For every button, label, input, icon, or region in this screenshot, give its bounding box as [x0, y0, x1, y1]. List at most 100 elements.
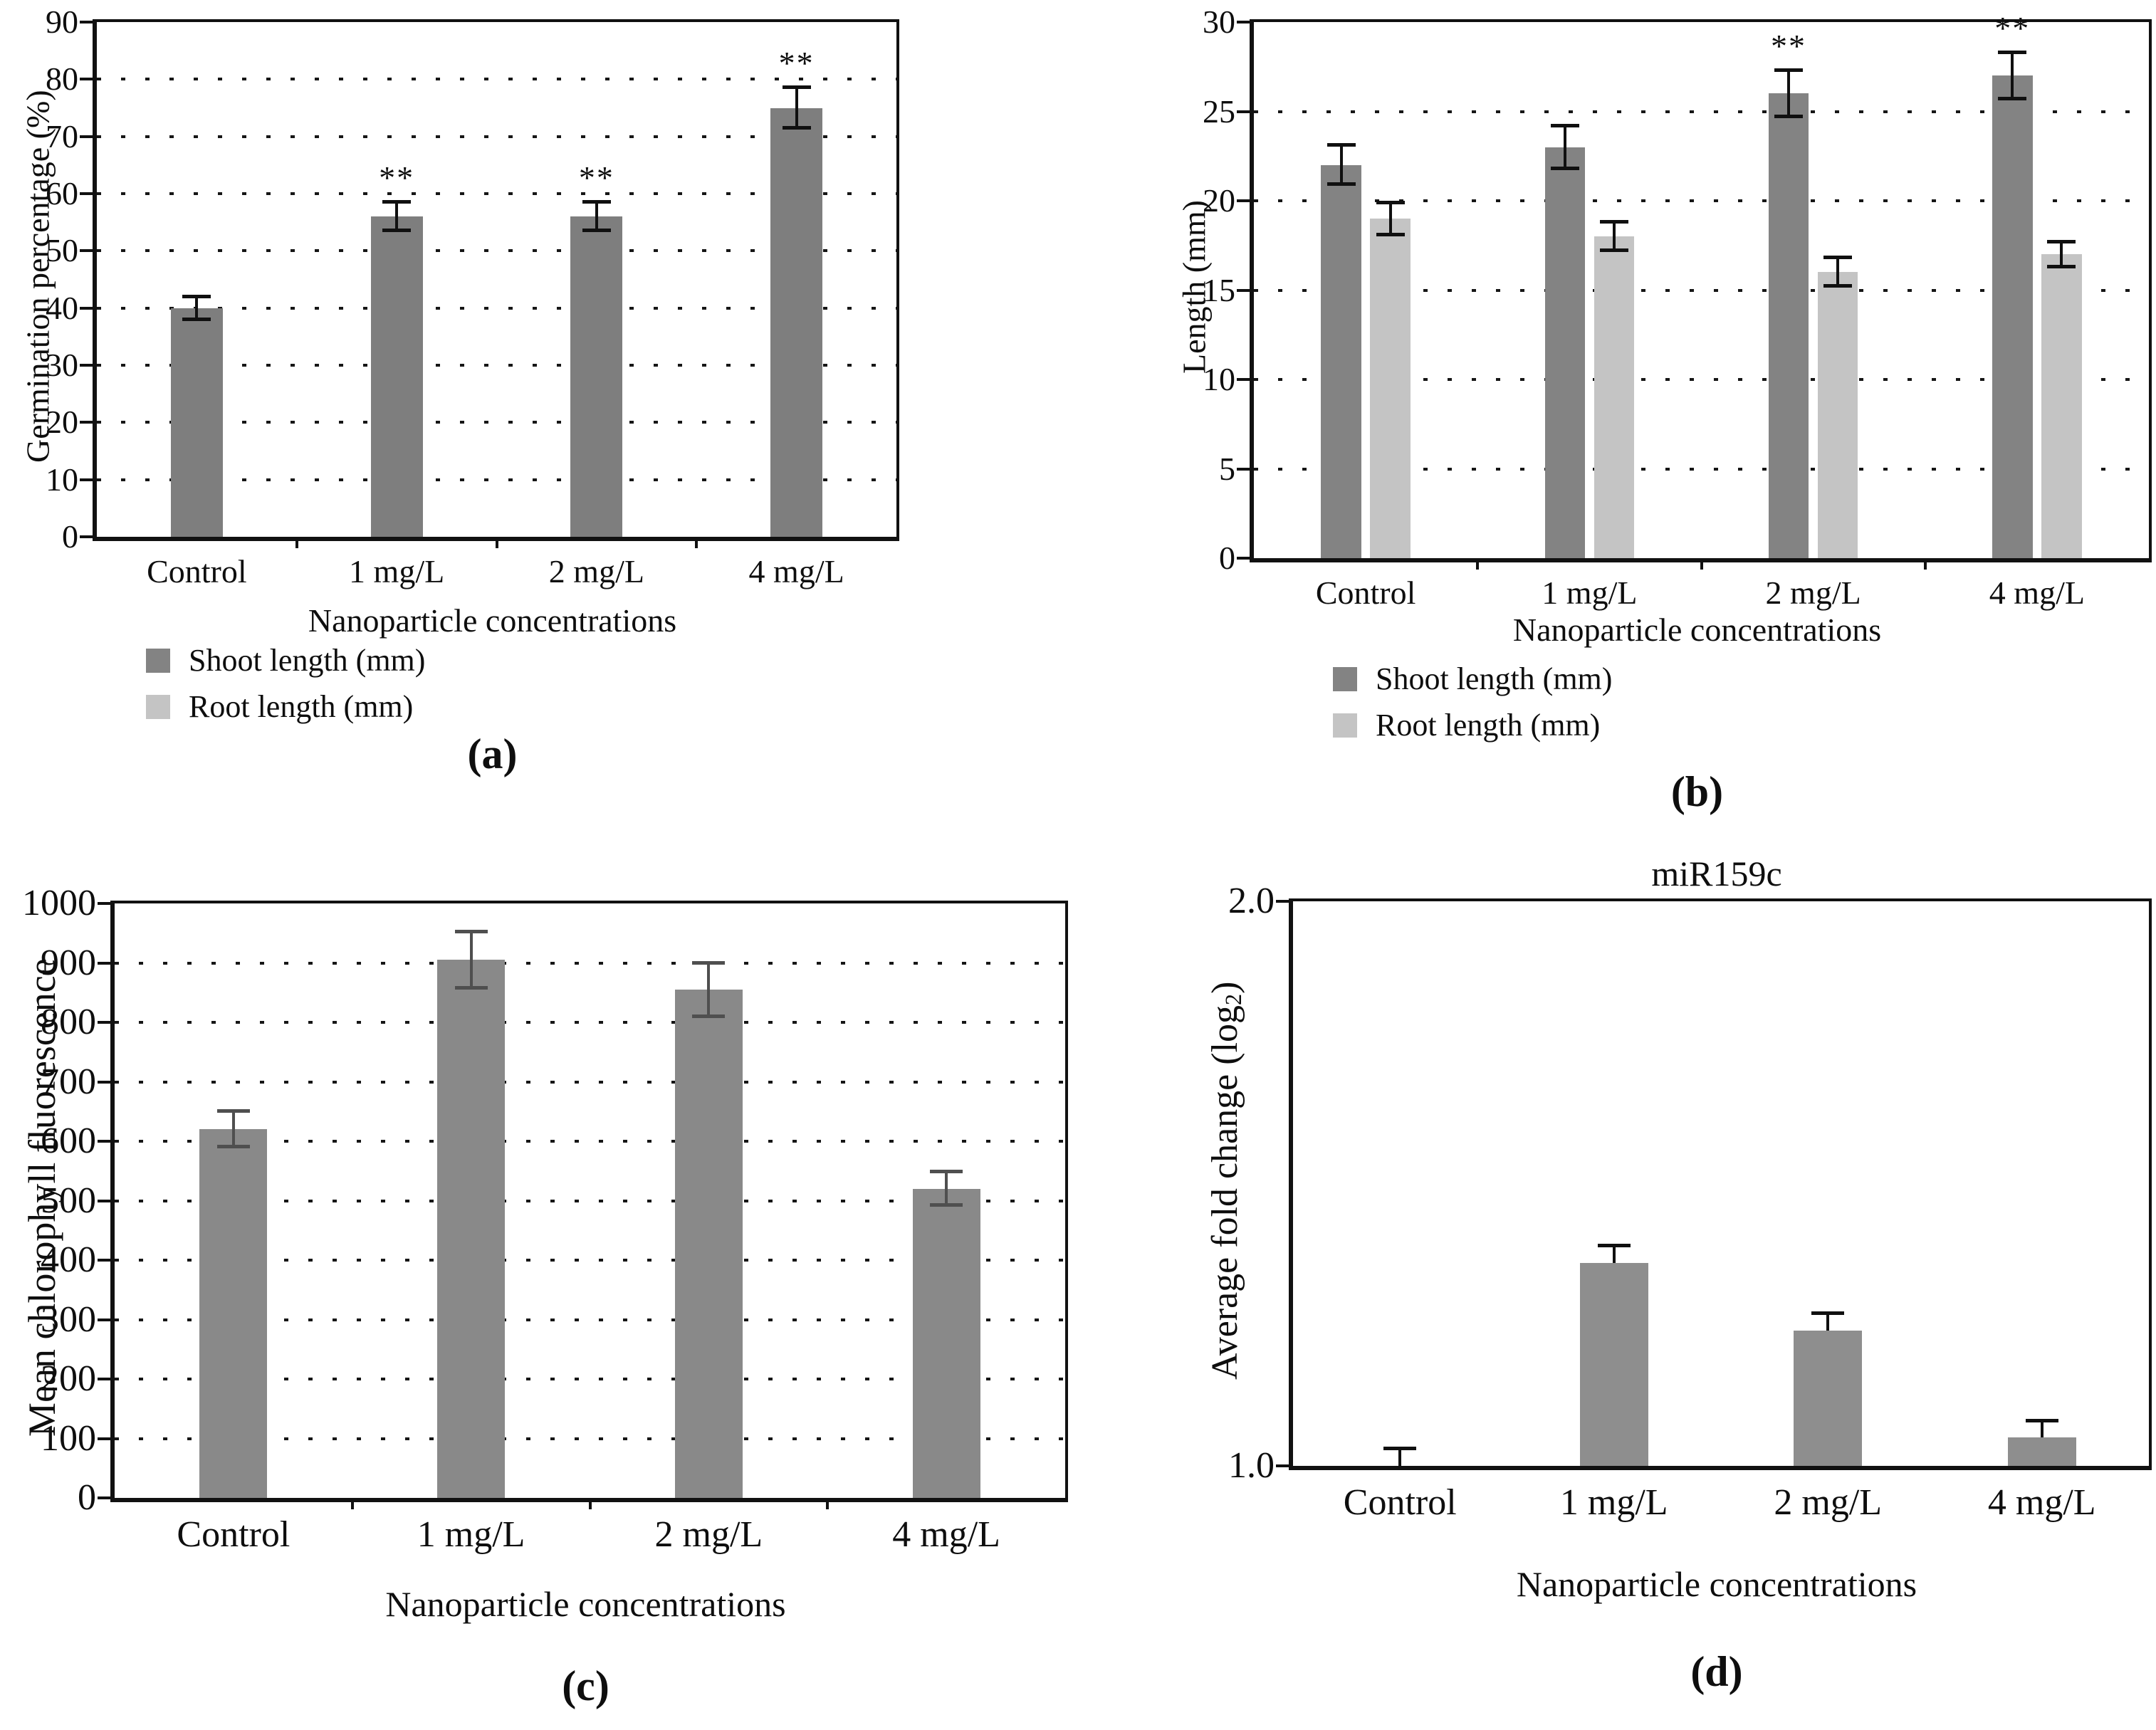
bar-2mg/L-root: [1817, 272, 1858, 558]
legend-swatch-root: [146, 694, 170, 719]
gridline: [97, 306, 896, 310]
y-tick-mark: [1237, 199, 1250, 202]
error-bar-cap-bottom: [454, 985, 488, 990]
x-tick-label: 4 mg/L: [1987, 1482, 2096, 1523]
gridline: [1254, 199, 2149, 202]
y-tick-mark: [80, 135, 93, 138]
legend-item-shoot: Shoot length (mm): [146, 642, 425, 678]
bar-Control: [199, 1129, 268, 1498]
error-bar-cap-bottom: [782, 125, 811, 130]
gridline: [97, 364, 896, 367]
y-tick-mark: [1237, 21, 1250, 23]
error-bar-cap-top: [1597, 1243, 1631, 1247]
y-tick-mark: [80, 21, 93, 23]
significance-marker: **: [379, 159, 415, 196]
error-bar-cap-bottom: [1376, 232, 1405, 236]
bar-2mg/L-shoot: [1768, 93, 1809, 558]
y-tick-label: 80: [46, 61, 78, 98]
y-tick-mark: [98, 1496, 110, 1499]
significance-marker: **: [778, 45, 815, 82]
bar-4mg/L: [912, 1188, 980, 1498]
gridline: [1254, 378, 2149, 381]
y-tick-label: 900: [41, 942, 96, 983]
error-bar-stem: [1836, 258, 1840, 287]
plot-area-germination: 0 10 20 30 40 50 60 70 80 90 Control 1 mg/L 2 mg/L 4 …: [46, 6, 899, 588]
y-tick-mark: [80, 192, 93, 195]
y-tick-label: 25: [1203, 93, 1235, 130]
error-bar-stem: [2011, 52, 2014, 99]
bar-2mg/L: [674, 990, 743, 1498]
y-tick-label: 0: [62, 518, 78, 555]
x-tick-mark: [695, 537, 698, 548]
error-bar-cap-top: [216, 1109, 250, 1113]
x-tick-mark: [1700, 558, 1703, 570]
legend-item-root: Root length (mm): [146, 688, 425, 725]
error-bar-stem: [1826, 1313, 1830, 1331]
y-tick-label: 600: [41, 1121, 96, 1161]
y-axis-label-d: Average fold change (log2): [1198, 898, 1253, 1463]
legend-b: Shoot length (mm) Root length (mm): [1333, 661, 1612, 743]
bar-4mg/L-root: [2041, 254, 2082, 558]
y-tick-label: 70: [46, 117, 78, 154]
y-tick-mark: [98, 1259, 110, 1262]
panel-c: Mean chlorophyll fluorescence 0 100 200 300…: [0, 851, 1078, 1730]
gridline: [97, 421, 896, 424]
y-tick-label: 2.0: [1228, 881, 1275, 921]
x-tick-label: 4 mg/L: [748, 553, 844, 589]
y-tick-mark: [1276, 1464, 1289, 1467]
ylabel-prefix: Average fold change (log: [1204, 1005, 1245, 1380]
error-bar-stem: [1787, 70, 1791, 117]
legend-label-shoot: Shoot length (mm): [1376, 661, 1613, 696]
x-tick-mark: [588, 1498, 592, 1509]
legend-a: Shoot length (mm) Root length (mm): [146, 642, 425, 725]
gridline: [115, 1318, 1065, 1321]
x-tick-label: 1 mg/L: [417, 1514, 525, 1555]
error-bar-cap-top: [782, 85, 811, 90]
error-bar-cap-bottom: [1326, 182, 1356, 187]
y-tick-mark: [1237, 288, 1250, 292]
error-bar-stem: [1563, 125, 1566, 169]
y-tick-label: 20: [1203, 182, 1235, 219]
ylabel-subscript: 2: [1220, 994, 1247, 1006]
error-bar-cap-top: [1376, 200, 1405, 204]
x-tick-mark: [1476, 558, 1480, 570]
gridline: [115, 1021, 1065, 1024]
gridline: [1254, 288, 2149, 292]
error-bar-stem: [231, 1111, 235, 1148]
y-tick-label: 30: [1203, 4, 1235, 40]
bar-1mg/L: [370, 216, 423, 537]
y-tick-mark: [98, 1080, 110, 1084]
panel-letter-c: (c): [562, 1662, 609, 1709]
error-bar-cap-top: [1599, 220, 1628, 224]
error-bar-stem: [2060, 241, 2063, 267]
error-bar-stem: [1388, 202, 1392, 235]
error-bar-cap-top: [382, 200, 412, 204]
y-tick-mark: [80, 249, 93, 253]
y-tick-label: 50: [46, 232, 78, 269]
x-tick-label: 4 mg/L: [1989, 575, 2085, 611]
x-tick-mark: [350, 1498, 354, 1509]
error-bar-cap-top: [582, 200, 611, 204]
error-bar-cap-top: [454, 930, 488, 934]
y-tick-mark: [98, 1378, 110, 1380]
bar-4mg/L-shoot: [1992, 75, 2033, 558]
x-tick-label: Control: [147, 553, 247, 589]
bar-1mg/L-shoot: [1544, 147, 1586, 558]
legend-label-root: Root length (mm): [189, 689, 414, 724]
bar-2mg/L: [1794, 1330, 1863, 1466]
plot-area-fold-change: 1.0 2.0 Control 1 mg/L 2 mg/L 4 mg/L: [1228, 883, 2152, 1521]
gridline: [97, 249, 896, 253]
gridline: [1254, 110, 2149, 113]
legend-swatch-shoot: [146, 648, 170, 673]
plot-area-length: 0 5 10 15 20 25 30 Control 1 mg/L 2 mg/L 4 mg/L ** *…: [1203, 6, 2152, 609]
y-tick-label: 100: [41, 1417, 96, 1459]
legend-label-root: Root length (mm): [1376, 708, 1601, 743]
gridline: [115, 1259, 1065, 1262]
x-axis-title-d: Nanoparticle concentrations: [1516, 1564, 1917, 1604]
gridline: [115, 1080, 1065, 1084]
error-bar-cap-top: [1774, 68, 1804, 72]
panel-letter-a: (a): [467, 730, 518, 777]
x-tick-label: 4 mg/L: [892, 1514, 1000, 1555]
bar-Control-shoot: [1321, 164, 1361, 558]
x-axis-title-a: Nanoparticle concentrations: [308, 602, 677, 639]
